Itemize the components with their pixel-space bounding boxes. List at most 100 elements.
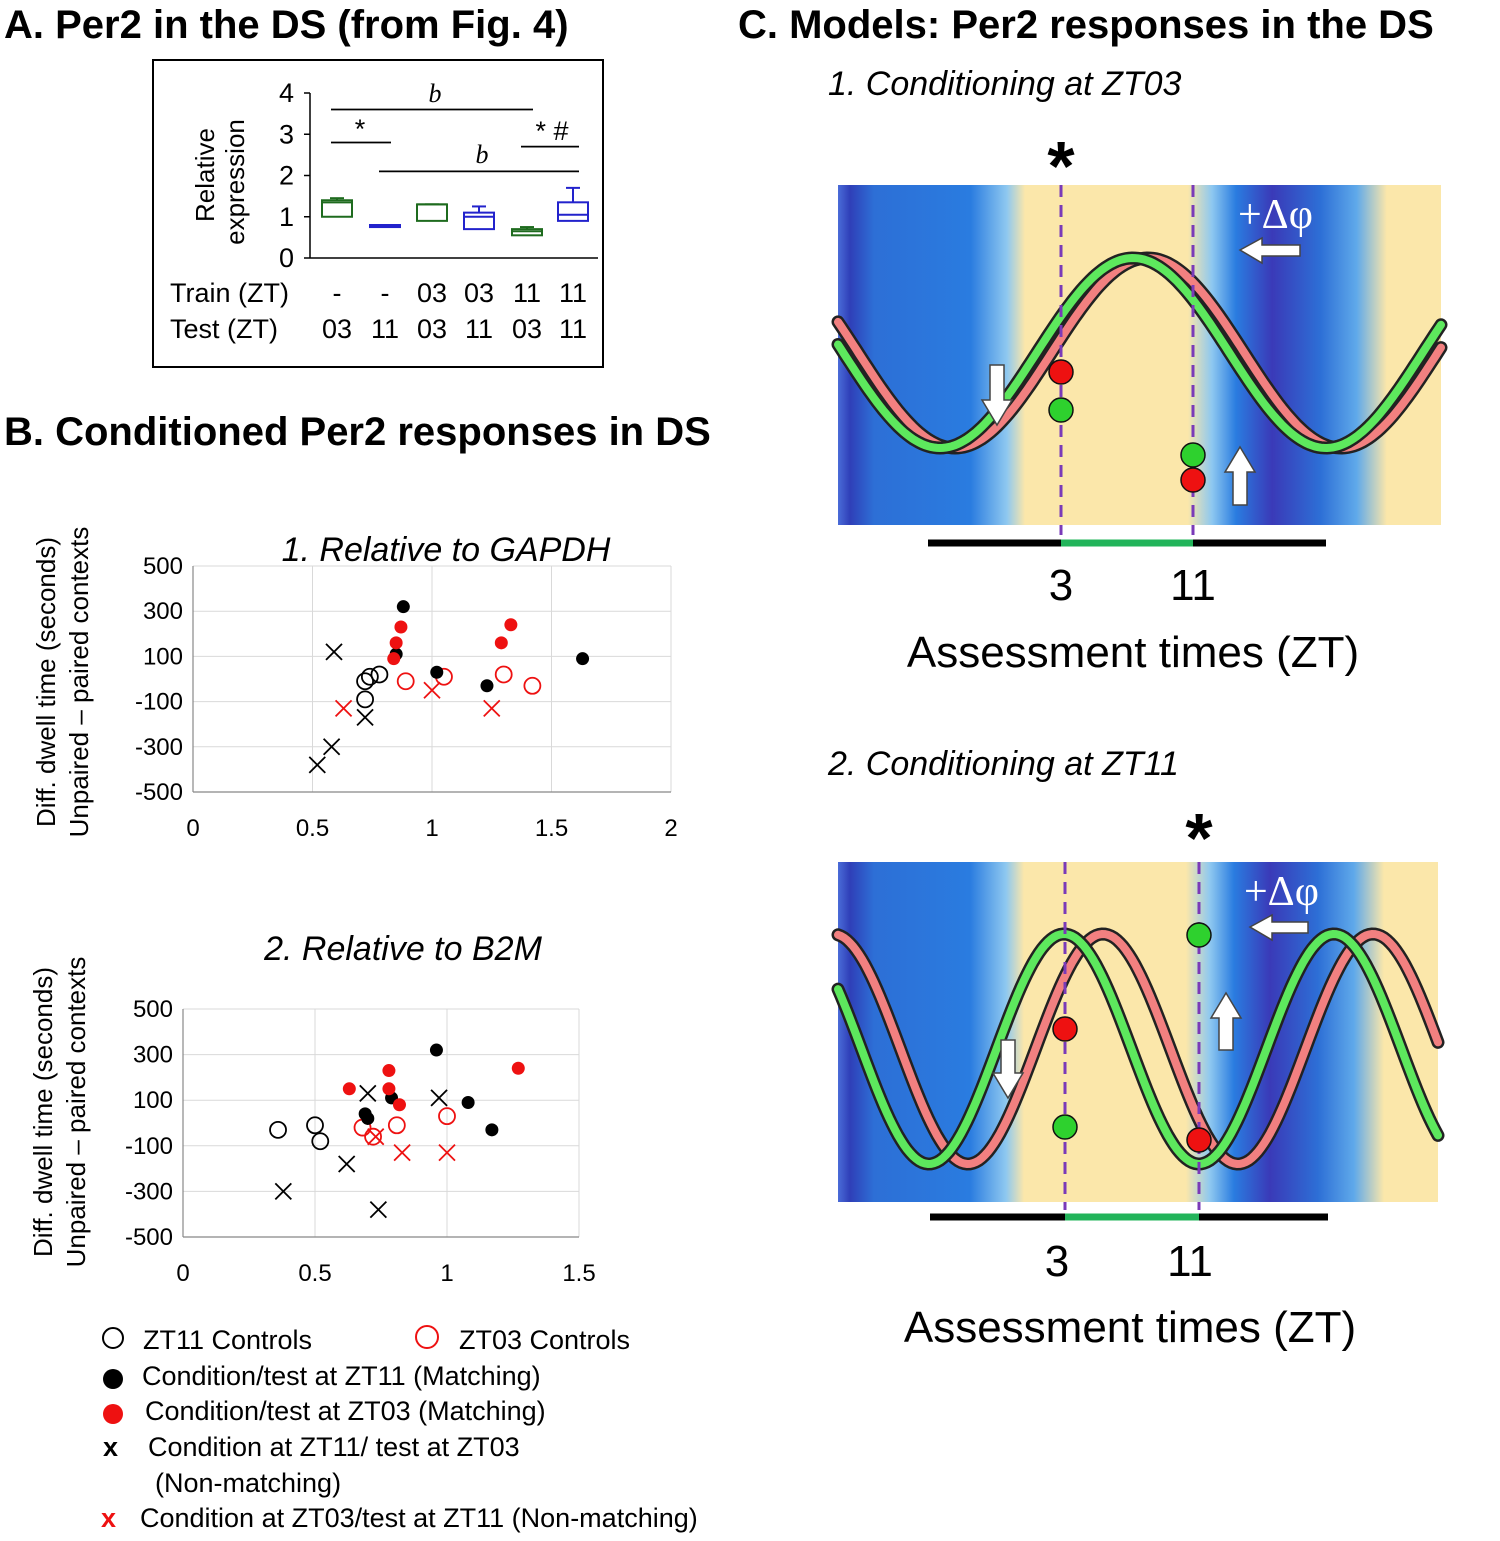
filled-circle-point bbox=[382, 1064, 396, 1078]
legend-nonmatch-zt11: Condition at ZT11/ test at ZT03 bbox=[148, 1432, 520, 1462]
filled-circle-point bbox=[382, 1082, 396, 1096]
x-tick-label: 1.5 bbox=[535, 815, 568, 842]
x-point-stroke bbox=[369, 1201, 387, 1219]
x-point bbox=[338, 1155, 356, 1173]
model2-green-marker-zt03 bbox=[1052, 1114, 1078, 1140]
model2-curves bbox=[831, 862, 1445, 1210]
panel-b1-ylabel-line2: Unpaired – paired contexts bbox=[64, 527, 94, 838]
panel-b-title: B. Conditioned Per2 responses in DS bbox=[4, 410, 711, 454]
filled-circle-point bbox=[430, 665, 444, 679]
panel-b2-ylabel-line2: Unpaired – paired contexts bbox=[61, 957, 91, 1268]
x-tick-label: 0.5 bbox=[298, 1260, 331, 1287]
y-tick-label: 100 bbox=[143, 643, 183, 670]
x-point-stroke bbox=[356, 708, 374, 727]
panel-b1-ylabel-line1: Diff. dwell time (seconds) bbox=[31, 537, 61, 827]
open-circle-point bbox=[396, 672, 415, 691]
model1-xlabel: Assessment times (ZT) bbox=[907, 628, 1359, 677]
model2-red-marker-zt11 bbox=[1186, 1127, 1212, 1153]
panel-a-ylabel-line2: expression bbox=[220, 119, 250, 245]
panel-a-test-value: 11 bbox=[559, 314, 587, 344]
panel-a-test-value: 11 bbox=[465, 314, 493, 344]
panel-a-ytick-label: 1 bbox=[279, 202, 294, 232]
x-point bbox=[274, 1182, 292, 1201]
model2-up-arrow-icon bbox=[1209, 991, 1243, 1051]
scatter-title: 2. Relative to B2M bbox=[263, 930, 542, 968]
x-point bbox=[322, 738, 341, 756]
model2-red-marker-zt03 bbox=[1052, 1016, 1078, 1042]
legend-match-zt03: Condition/test at ZT03 (Matching) bbox=[145, 1396, 546, 1426]
significance-b-lower: b bbox=[476, 140, 489, 169]
open-circle-point bbox=[360, 667, 379, 686]
box-body bbox=[416, 203, 448, 222]
x-point bbox=[308, 756, 326, 774]
y-tick-label: -500 bbox=[135, 779, 183, 806]
legend-match-zt11: Condition/test at ZT11 (Matching) bbox=[142, 1361, 541, 1391]
panel-b-legend: ZT11 Controls ZT03 Controls Condition/te… bbox=[101, 1325, 698, 1533]
filled-circle-point bbox=[342, 1082, 356, 1096]
panel-a-train-value: 03 bbox=[417, 278, 447, 308]
x-point-stroke bbox=[322, 738, 341, 756]
filled-circle-point bbox=[511, 1061, 525, 1075]
model2-down-arrow-icon bbox=[991, 1039, 1025, 1100]
y-tick-label: -100 bbox=[125, 1133, 173, 1160]
legend-nonmatch-zt11-cont: (Non-matching) bbox=[155, 1468, 341, 1498]
panel-a-test-value: 03 bbox=[417, 314, 447, 344]
x-tick-label: 1 bbox=[440, 1260, 453, 1287]
model2-green-marker-zt11 bbox=[1186, 922, 1212, 948]
scatter-title: 1. Relative to GAPDH bbox=[282, 531, 611, 569]
x-point-stroke bbox=[430, 1089, 448, 1107]
panel-a-train-label: Train (ZT) bbox=[170, 278, 289, 308]
x-point bbox=[423, 681, 441, 699]
filled-circle-point bbox=[394, 620, 408, 634]
box-body bbox=[511, 228, 543, 237]
filled-circle-point bbox=[504, 618, 518, 632]
open-circle-point bbox=[387, 1116, 406, 1135]
filled-circle-point bbox=[387, 652, 401, 666]
panel-a-ytick-label: 2 bbox=[279, 161, 294, 191]
x-tick-label: 0 bbox=[186, 815, 199, 842]
panel-c-title: C. Models: Per2 responses in the DS bbox=[738, 3, 1434, 47]
filled-circle-point bbox=[392, 1098, 406, 1112]
open-circle-point bbox=[523, 676, 542, 695]
x-point bbox=[483, 699, 501, 718]
panel-a-test-value: 11 bbox=[371, 314, 399, 344]
filled-circle-point bbox=[480, 679, 494, 693]
panel-a-train-value: - bbox=[333, 278, 342, 308]
legend-nonmatch-zt03: Condition at ZT03/test at ZT11 (Non-matc… bbox=[140, 1503, 698, 1533]
x-point bbox=[359, 1084, 377, 1102]
model1-curves bbox=[831, 185, 1448, 535]
y-tick-label: 500 bbox=[143, 553, 183, 580]
model1-sky-band bbox=[838, 185, 1441, 525]
filled-circle-point bbox=[461, 1095, 475, 1109]
model1-down-arrow-icon bbox=[980, 364, 1014, 427]
filled-circle-point bbox=[389, 636, 403, 650]
x-point bbox=[356, 708, 374, 727]
filled-circle-point bbox=[576, 652, 590, 666]
filled-circle-point bbox=[429, 1043, 443, 1057]
panel-b2-ylabel-line1: Diff. dwell time (seconds) bbox=[28, 967, 58, 1257]
x-tick-label: 0 bbox=[176, 1260, 189, 1287]
legend-zt11-controls: ZT11 Controls bbox=[143, 1325, 312, 1355]
x-point bbox=[438, 1144, 456, 1162]
x-point bbox=[334, 699, 353, 718]
filled-circle-point bbox=[361, 1111, 375, 1125]
model2-green-curve bbox=[834, 929, 1442, 1169]
y-tick-label: 300 bbox=[143, 598, 183, 625]
panel-a-train-value: - bbox=[381, 278, 390, 308]
significance-star-hash: * # bbox=[535, 116, 568, 146]
model2-red-curve bbox=[834, 929, 1442, 1169]
y-tick-label: -300 bbox=[135, 734, 183, 761]
y-tick-label: -500 bbox=[125, 1224, 173, 1251]
model2-tick-11: 11 bbox=[1167, 1237, 1213, 1286]
x-point-stroke bbox=[367, 1128, 385, 1146]
x-point-stroke bbox=[438, 1144, 456, 1162]
panel-a-test-value: 03 bbox=[512, 314, 542, 344]
y-tick-label: 100 bbox=[133, 1087, 173, 1114]
y-tick-label: -100 bbox=[135, 689, 183, 716]
legend-open-red-marker bbox=[415, 1325, 439, 1349]
model2-title: 2. Conditioning at ZT11 bbox=[827, 745, 1179, 783]
